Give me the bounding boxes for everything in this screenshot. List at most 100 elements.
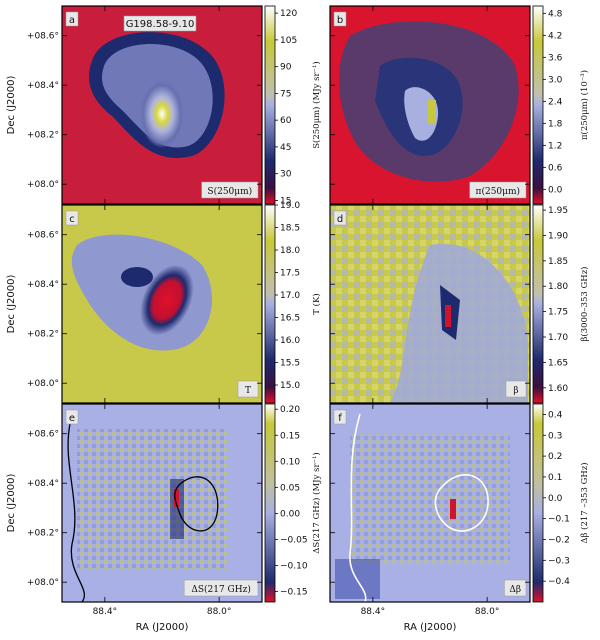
colorbar-tick-label: 0.00 bbox=[280, 509, 300, 519]
panel-d: d β 1.95 1.90 1.85 1.80 1.75 1.70 1.65 1.60 β(3000… bbox=[329, 204, 590, 404]
tag-box bbox=[237, 380, 259, 398]
stripe-region bbox=[77, 429, 227, 569]
colorbar-tick-label: 1.2 bbox=[548, 141, 562, 151]
x-tick-label: 88.4° bbox=[361, 607, 386, 617]
map-image bbox=[330, 205, 530, 403]
colorbar-tick-label: 90 bbox=[280, 63, 292, 73]
colorbar-tick-label: 16.0 bbox=[280, 336, 300, 346]
colorbar-tick-label: 0.0 bbox=[548, 185, 563, 195]
cloud-core bbox=[140, 80, 184, 148]
y-tick-label: +08.4° bbox=[27, 280, 59, 290]
red-core bbox=[445, 305, 451, 327]
panel-letter: f bbox=[338, 413, 342, 424]
colorbar-tick-label: −0.2 bbox=[548, 535, 570, 545]
plot-frame bbox=[329, 403, 531, 603]
colorbar-label: ΔS(217 GHz) (MJy sr⁻¹) bbox=[311, 452, 322, 553]
tag-box bbox=[201, 181, 259, 199]
y-axis-label: Dec (J2000) bbox=[6, 275, 17, 334]
stripe-region bbox=[350, 434, 510, 564]
x-tick-label: 88.4° bbox=[93, 607, 118, 617]
colorbar-tick-label: 0.4 bbox=[548, 410, 563, 420]
y-axis-label: Dec (J2000) bbox=[6, 76, 17, 135]
colorbar-tick-label: 0.3 bbox=[548, 431, 562, 441]
colorbar-tick-label: 1.75 bbox=[548, 308, 568, 318]
title-box bbox=[123, 15, 197, 32]
tag-box bbox=[504, 579, 527, 597]
colorbar-tick-label: 3.0 bbox=[548, 75, 563, 85]
tag-box bbox=[469, 181, 527, 199]
y-tick-label: +08.4° bbox=[27, 479, 59, 489]
y-tick-label: +08.6° bbox=[27, 32, 59, 42]
colorbar-tick-label: −0.15 bbox=[280, 588, 308, 598]
letter-box bbox=[65, 210, 79, 226]
colorbar-tick-label: −0.05 bbox=[280, 535, 308, 545]
y-tick-label: +08.0° bbox=[27, 379, 59, 389]
low-beta-region bbox=[390, 243, 528, 403]
map-image bbox=[330, 404, 530, 602]
letter-box bbox=[65, 409, 79, 425]
plot-frame bbox=[61, 403, 263, 603]
letter-box bbox=[65, 11, 79, 27]
dark-corner bbox=[335, 559, 380, 599]
tag-box bbox=[505, 380, 527, 398]
panel-a: a G198.58-9.10 S(250μm) 15 30 45 60 75 90 105 120 S… bbox=[6, 5, 322, 206]
colorbar-tick-label: 1.60 bbox=[548, 384, 568, 394]
colorbar-tick-label: 4.8 bbox=[548, 9, 563, 19]
letter-box bbox=[333, 409, 347, 425]
panel-tag: β bbox=[513, 386, 518, 396]
cloud-peak bbox=[428, 100, 436, 124]
colorbar bbox=[264, 204, 276, 404]
colorbar-label: S(250μm) (MJy sr⁻¹) bbox=[311, 61, 322, 149]
colorbar-tick-label: 1.90 bbox=[548, 231, 568, 241]
colorbar-tick-label: 0.1 bbox=[548, 473, 562, 483]
panel-tag: T bbox=[245, 386, 251, 396]
contour-loop bbox=[174, 476, 219, 532]
colorbar-tick-label: 0.2 bbox=[548, 452, 562, 462]
panel-letter: e bbox=[69, 413, 75, 424]
panel-tag: S(250μm) bbox=[207, 186, 252, 197]
letter-box bbox=[333, 210, 347, 226]
plot-frame bbox=[61, 204, 263, 404]
x-axis-label: RA (J2000) bbox=[404, 622, 457, 633]
y-tick-label: +08.0° bbox=[27, 180, 59, 190]
colorbar bbox=[532, 5, 544, 205]
colorbar-tick-label: 15 bbox=[280, 196, 291, 206]
map-image bbox=[62, 404, 262, 602]
plot-frame bbox=[329, 5, 531, 205]
y-tick-label: +08.6° bbox=[27, 231, 59, 241]
colorbar-tick-label: 3.6 bbox=[548, 53, 563, 63]
colorbar-tick-label: −0.1 bbox=[548, 515, 570, 525]
y-tick-label: +08.0° bbox=[27, 578, 59, 588]
map-image bbox=[62, 6, 262, 204]
x-tick-label: 88.0° bbox=[207, 607, 232, 617]
cloud-knot bbox=[121, 267, 153, 287]
panel-tag: ΔS(217 GHz) bbox=[191, 584, 251, 595]
contour-line bbox=[349, 413, 367, 602]
colorbar-tick-label: 0.6 bbox=[548, 163, 563, 173]
red-stripe bbox=[450, 499, 456, 519]
colorbar-tick-label: 17.0 bbox=[280, 291, 300, 301]
contour-loop bbox=[434, 474, 489, 532]
colorbar bbox=[264, 403, 276, 603]
colorbar-tick-label: 1.95 bbox=[548, 206, 568, 216]
colorbar-tick-label: 120 bbox=[280, 9, 297, 19]
y-tick-label: +08.2° bbox=[27, 131, 59, 141]
colorbar-tick-label: 1.70 bbox=[548, 333, 568, 343]
colorbar-tick-label: 1.8 bbox=[548, 119, 563, 129]
colorbar bbox=[532, 204, 544, 404]
panel-letter: a bbox=[69, 15, 75, 26]
colorbar-tick-label: 45 bbox=[280, 143, 291, 153]
map-image bbox=[330, 6, 530, 204]
map-image bbox=[62, 205, 262, 403]
colorbar-tick-label: −0.3 bbox=[548, 556, 570, 566]
contour-line bbox=[67, 423, 85, 602]
panel-letter: b bbox=[337, 15, 343, 26]
plot-frame bbox=[61, 5, 263, 205]
letter-box bbox=[333, 11, 347, 27]
colorbar-tick-label: 2.4 bbox=[548, 97, 563, 107]
colorbar-tick-label: 18.0 bbox=[280, 246, 300, 256]
panel-tag: π(250μm) bbox=[476, 186, 521, 197]
colorbar-tick-label: −0.4 bbox=[548, 577, 570, 587]
y-tick-label: +08.4° bbox=[27, 81, 59, 91]
